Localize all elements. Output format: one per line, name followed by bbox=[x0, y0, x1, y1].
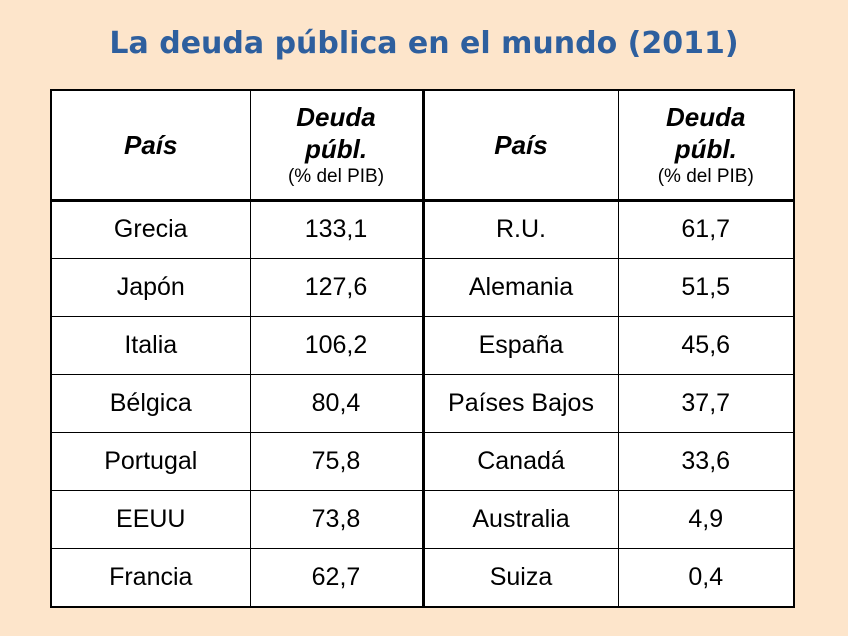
left-country-cell: Bélgica bbox=[50, 374, 251, 434]
right-value-cell: 33,6 bbox=[617, 432, 795, 492]
header-country-right: País bbox=[422, 89, 619, 202]
left-value-cell: 106,2 bbox=[249, 315, 425, 376]
left-value-cell: 133,1 bbox=[249, 199, 425, 259]
right-country-cell: Suiza bbox=[422, 548, 619, 608]
table-row: Bélgica 80,4 Países Bajos 37,7 bbox=[50, 374, 795, 434]
left-country-cell: EEUU bbox=[50, 490, 251, 550]
left-value-cell: 73,8 bbox=[249, 490, 425, 550]
right-country-cell: Canadá bbox=[422, 432, 619, 492]
left-country-cell: Portugal bbox=[50, 432, 251, 492]
right-value-cell: 61,7 bbox=[617, 199, 795, 259]
table-row: Italia 106,2 España 45,6 bbox=[50, 315, 795, 376]
right-value-cell: 4,9 bbox=[617, 490, 795, 550]
left-value-cell: 80,4 bbox=[249, 374, 425, 434]
table-row: EEUU 73,8 Australia 4,9 bbox=[50, 490, 795, 550]
right-country-cell: R.U. bbox=[422, 199, 619, 259]
right-country-cell: Alemania bbox=[422, 257, 619, 317]
table-header-row: País Deuda públ. (% del PIB) País Deuda … bbox=[50, 89, 795, 202]
right-value-cell: 37,7 bbox=[617, 374, 795, 434]
debt-table: País Deuda públ. (% del PIB) País Deuda … bbox=[50, 89, 795, 608]
header-country-left: País bbox=[50, 89, 251, 202]
left-country-cell: Italia bbox=[50, 315, 251, 376]
left-country-cell: Japón bbox=[50, 257, 251, 317]
page-title: La deuda pública en el mundo (2011) bbox=[109, 26, 739, 61]
table-row: Portugal 75,8 Canadá 33,6 bbox=[50, 432, 795, 492]
header-debt-right: Deuda públ. (% del PIB) bbox=[617, 89, 795, 202]
left-value-cell: 62,7 bbox=[249, 548, 425, 608]
right-country-cell: Australia bbox=[422, 490, 619, 550]
left-country-cell: Grecia bbox=[50, 199, 251, 259]
right-value-cell: 51,5 bbox=[617, 257, 795, 317]
table-row: Japón 127,6 Alemania 51,5 bbox=[50, 257, 795, 317]
table-row: Grecia 133,1 R.U. 61,7 bbox=[50, 199, 795, 259]
left-value-cell: 75,8 bbox=[249, 432, 425, 492]
table-row: Francia 62,7 Suiza 0,4 bbox=[50, 548, 795, 608]
right-value-cell-highlighted: 45,6 bbox=[617, 315, 795, 376]
left-country-cell: Francia bbox=[50, 548, 251, 608]
left-value-cell: 127,6 bbox=[249, 257, 425, 317]
right-country-cell: Países Bajos bbox=[422, 374, 619, 434]
right-country-cell-highlighted: España bbox=[422, 315, 619, 376]
header-debt-left: Deuda públ. (% del PIB) bbox=[249, 89, 425, 202]
right-value-cell: 0,4 bbox=[617, 548, 795, 608]
